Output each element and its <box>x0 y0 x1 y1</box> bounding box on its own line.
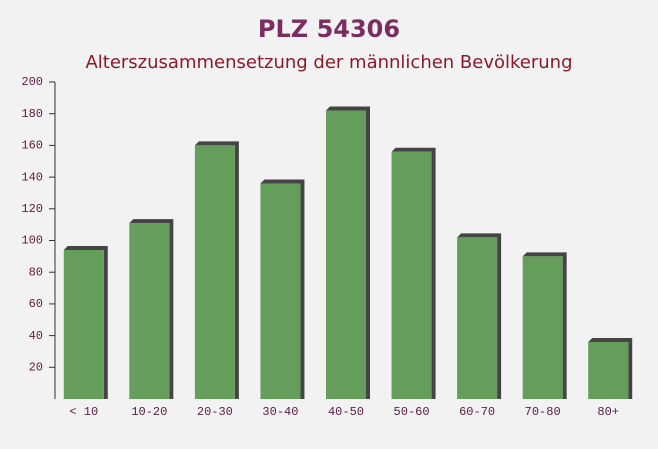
x-tick-label: 10-20 <box>131 405 167 419</box>
y-tick-label: 140 <box>21 170 43 184</box>
y-tick-label: 40 <box>29 329 43 343</box>
chart-subtitle: Alterszusammensetzung der männlichen Bev… <box>85 52 572 73</box>
bar <box>260 183 301 399</box>
y-tick-label: 20 <box>29 360 43 374</box>
y-tick-label: 200 <box>21 75 43 89</box>
x-tick-label: 30-40 <box>262 405 298 419</box>
y-tick-label: 100 <box>21 234 43 248</box>
y-tick-label: 180 <box>21 107 43 121</box>
bar <box>326 110 366 399</box>
x-tick-label: 50-60 <box>394 405 430 419</box>
x-tick-label: 70-80 <box>525 405 561 419</box>
x-tick-label: 20-30 <box>197 405 233 419</box>
y-tick-label: 60 <box>29 297 43 311</box>
bar <box>194 145 235 399</box>
bar <box>129 223 170 399</box>
x-tick-label: 40-50 <box>328 405 364 419</box>
x-tick-label: 60-70 <box>459 405 495 419</box>
bar <box>63 250 104 399</box>
bar <box>457 237 498 399</box>
bar <box>588 341 629 399</box>
y-tick-label: 120 <box>21 202 43 216</box>
x-tick-label: 80+ <box>597 405 619 419</box>
bar <box>391 151 432 399</box>
x-tick-label: < 10 <box>69 405 98 419</box>
chart-title: PLZ 54306 <box>258 15 400 43</box>
y-tick-label: 80 <box>29 265 43 279</box>
bar <box>522 256 563 399</box>
y-tick-label: 160 <box>21 139 43 153</box>
